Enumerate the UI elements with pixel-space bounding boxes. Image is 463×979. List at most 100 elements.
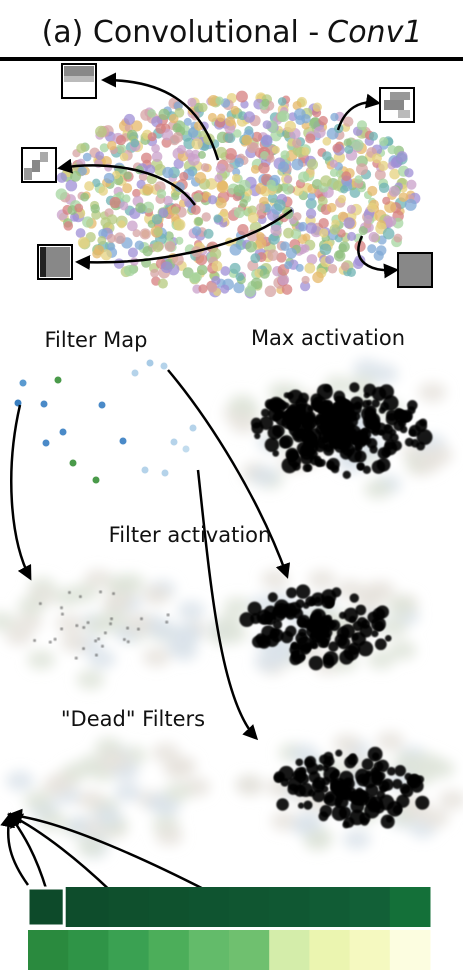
point — [84, 181, 95, 192]
point — [337, 194, 347, 204]
activation-point — [339, 650, 354, 665]
activation-point — [323, 384, 332, 393]
halo-blob — [85, 614, 114, 635]
point — [147, 132, 157, 142]
halo-blob — [41, 775, 70, 796]
point — [65, 179, 78, 192]
filter-point — [170, 438, 178, 446]
activation-point — [360, 619, 371, 629]
point — [76, 143, 87, 154]
strip-cell — [349, 930, 391, 970]
activation-map — [223, 358, 453, 500]
point — [378, 160, 389, 172]
point — [341, 171, 352, 182]
activation-point — [321, 595, 335, 609]
point — [233, 184, 246, 197]
activation-point — [392, 778, 403, 790]
activation-point — [33, 638, 37, 642]
point — [158, 108, 170, 120]
point — [220, 266, 231, 276]
point — [256, 203, 266, 213]
thumbnail — [21, 147, 57, 183]
point — [95, 151, 105, 160]
point — [80, 192, 90, 202]
point — [368, 231, 379, 243]
point — [180, 191, 191, 202]
point — [191, 138, 203, 150]
point — [326, 202, 337, 213]
point — [215, 197, 227, 209]
activation-point — [60, 612, 64, 616]
filter-point — [19, 379, 27, 387]
activation-point — [385, 816, 393, 823]
point — [239, 199, 248, 208]
activation-map — [0, 569, 210, 690]
strip-cell — [229, 930, 270, 970]
point — [262, 120, 272, 130]
point — [244, 285, 256, 297]
point — [388, 185, 400, 197]
point — [90, 204, 100, 214]
point — [292, 138, 302, 148]
activation-point — [323, 791, 339, 807]
point — [99, 143, 109, 153]
activation-point — [342, 470, 351, 479]
label-max-activation: Max activation — [251, 326, 405, 350]
halo-blob — [426, 758, 455, 779]
point — [232, 168, 241, 177]
halo-blob — [376, 731, 405, 752]
activation-point — [264, 399, 275, 409]
point — [126, 129, 138, 141]
activation-point — [94, 653, 98, 657]
point — [109, 196, 121, 209]
activation-point — [371, 386, 387, 402]
point — [157, 278, 168, 289]
activation-point — [301, 416, 316, 431]
point — [117, 220, 126, 229]
point — [273, 199, 286, 211]
activation-point — [94, 639, 98, 643]
point — [156, 189, 167, 199]
point — [142, 183, 154, 195]
point — [371, 153, 382, 164]
point — [169, 134, 180, 146]
color-strip — [26, 886, 431, 970]
activation-point — [298, 628, 307, 637]
activation-point — [383, 395, 399, 411]
activation-point — [267, 592, 278, 603]
halo-blob — [228, 394, 257, 415]
point — [115, 135, 127, 146]
activation-point — [338, 611, 347, 620]
label-filter-map: Filter Map — [44, 328, 147, 352]
point — [75, 228, 86, 238]
point — [153, 227, 163, 237]
point — [387, 145, 397, 155]
activation-point — [86, 621, 90, 625]
activation-point — [136, 627, 140, 631]
halo-blob — [98, 749, 127, 770]
filter-point — [54, 376, 62, 384]
activation-point — [328, 641, 339, 652]
activation-point — [82, 625, 86, 629]
point — [284, 120, 297, 133]
point — [250, 164, 260, 174]
point — [82, 152, 92, 162]
point — [276, 252, 287, 263]
point — [335, 250, 344, 259]
point — [358, 226, 368, 236]
point — [213, 214, 222, 223]
halo-blob — [163, 758, 192, 779]
point — [277, 97, 287, 106]
embedding-scatter — [55, 90, 421, 299]
point — [134, 240, 145, 250]
point — [322, 137, 332, 146]
point — [207, 283, 217, 292]
point — [151, 214, 163, 225]
halo-blob — [102, 593, 131, 614]
point — [234, 157, 244, 168]
halo-blob — [53, 586, 82, 607]
activation-point — [166, 613, 170, 617]
point — [237, 223, 249, 236]
activation-point — [357, 640, 374, 657]
point — [300, 146, 310, 156]
